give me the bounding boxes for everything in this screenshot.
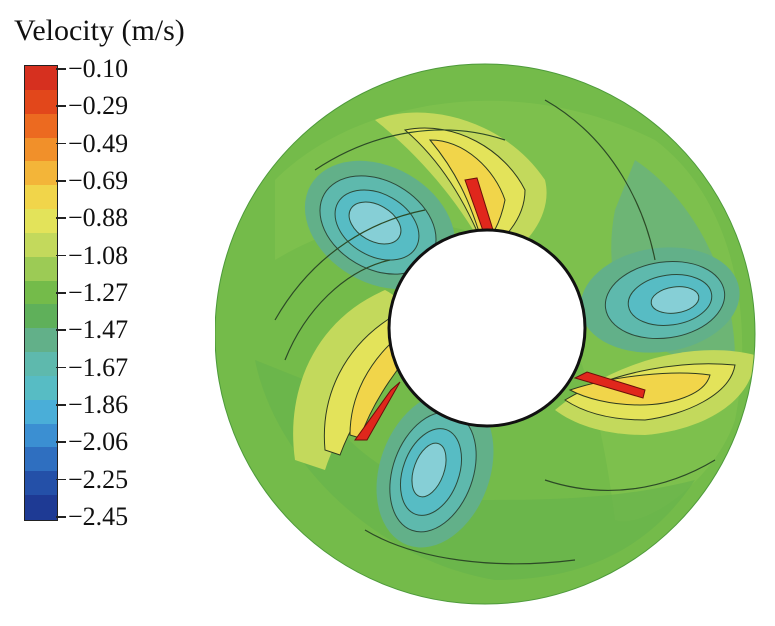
- colorbar-segment: [25, 423, 57, 449]
- tick-text: −1.47: [68, 315, 129, 345]
- tick-text: −2.06: [68, 427, 129, 457]
- blades: [354, 177, 646, 441]
- colorbar-tick-label: −2.45: [55, 502, 129, 531]
- legend-title: Velocity (m/s): [14, 14, 185, 47]
- hub: [387, 228, 587, 428]
- vortex-right: [580, 247, 740, 353]
- wake-left: [293, 290, 415, 470]
- colorbar-segment: [25, 447, 57, 472]
- colorbar-segment: [25, 89, 57, 115]
- colorbar-tick-label: −2.06: [55, 427, 129, 457]
- colorbar-segment: [25, 209, 57, 234]
- tick-text: −0.69: [68, 166, 129, 195]
- colorbar-segment: [25, 137, 57, 162]
- colorbar-segment: [25, 471, 57, 496]
- tick-text: −0.29: [68, 91, 129, 121]
- colorbar-segment: [25, 328, 57, 353]
- tick-text: −1.86: [68, 390, 129, 419]
- blade-left: [354, 381, 401, 441]
- colorbar-segment: [25, 256, 57, 282]
- blade-right: [573, 371, 646, 399]
- colorbar-segment: [25, 304, 57, 329]
- tick-text: −1.67: [68, 352, 129, 382]
- tick-text: −1.08: [68, 240, 129, 270]
- colorbar-tick-label: −0.29: [55, 91, 129, 121]
- tick-text: −0.88: [68, 203, 129, 233]
- colorbar-segment: [25, 232, 57, 258]
- colorbar-tick-label: −0.69: [55, 166, 129, 195]
- outer-rim: [215, 63, 756, 605]
- contour-band-lower: [255, 360, 695, 580]
- colorbar-segment: [25, 495, 57, 520]
- vortex-lower: [376, 392, 494, 548]
- colorbar-segment: [25, 161, 57, 186]
- colorbar: [24, 65, 58, 521]
- tick-text: −2.25: [68, 464, 129, 494]
- tick-text: −2.45: [68, 502, 129, 531]
- colorbar-segment: [25, 66, 57, 91]
- tick-text: −1.27: [68, 278, 129, 307]
- colorbar-tick-label: −1.08: [55, 240, 129, 270]
- colorbar-tick-label: −0.49: [55, 128, 129, 158]
- colorbar-tick-label: −2.25: [55, 464, 129, 494]
- colorbar-tick-label: −1.27: [55, 278, 129, 307]
- colorbar-segment: [25, 280, 57, 306]
- colorbar-tick-label: −1.47: [55, 315, 129, 345]
- velocity-contour-plot: [215, 63, 756, 605]
- tick-text: −0.49: [68, 128, 129, 158]
- colorbar-segment: [25, 185, 57, 210]
- colorbar-segment: [25, 399, 57, 425]
- colorbar-segment: [25, 352, 57, 377]
- tick-text: −0.10: [68, 54, 129, 83]
- colorbar-tick-label: −1.67: [55, 352, 129, 382]
- colorbar-tick-label: −0.88: [55, 203, 129, 233]
- colorbar-segment: [25, 113, 57, 139]
- colorbar-tick-label: −0.10: [55, 54, 129, 83]
- contour-lines: [274, 99, 716, 565]
- colorbar-tick-label: −1.86: [55, 390, 129, 419]
- colorbar-segment: [25, 375, 57, 401]
